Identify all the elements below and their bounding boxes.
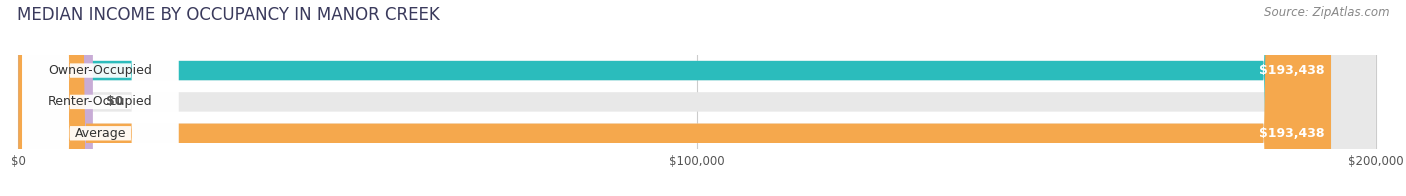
FancyBboxPatch shape [22, 0, 179, 196]
FancyBboxPatch shape [18, 0, 1375, 196]
Text: Average: Average [75, 127, 127, 140]
FancyBboxPatch shape [22, 0, 179, 196]
FancyBboxPatch shape [18, 0, 1375, 196]
Text: $193,438: $193,438 [1258, 127, 1324, 140]
FancyBboxPatch shape [18, 0, 1331, 196]
Text: Source: ZipAtlas.com: Source: ZipAtlas.com [1264, 6, 1389, 19]
Text: Owner-Occupied: Owner-Occupied [48, 64, 152, 77]
Text: $0: $0 [107, 95, 124, 108]
FancyBboxPatch shape [18, 0, 93, 196]
Text: $193,438: $193,438 [1258, 64, 1324, 77]
Text: MEDIAN INCOME BY OCCUPANCY IN MANOR CREEK: MEDIAN INCOME BY OCCUPANCY IN MANOR CREE… [17, 6, 440, 24]
FancyBboxPatch shape [18, 0, 1331, 196]
FancyBboxPatch shape [18, 0, 1375, 196]
FancyBboxPatch shape [22, 0, 179, 196]
Text: Renter-Occupied: Renter-Occupied [48, 95, 153, 108]
